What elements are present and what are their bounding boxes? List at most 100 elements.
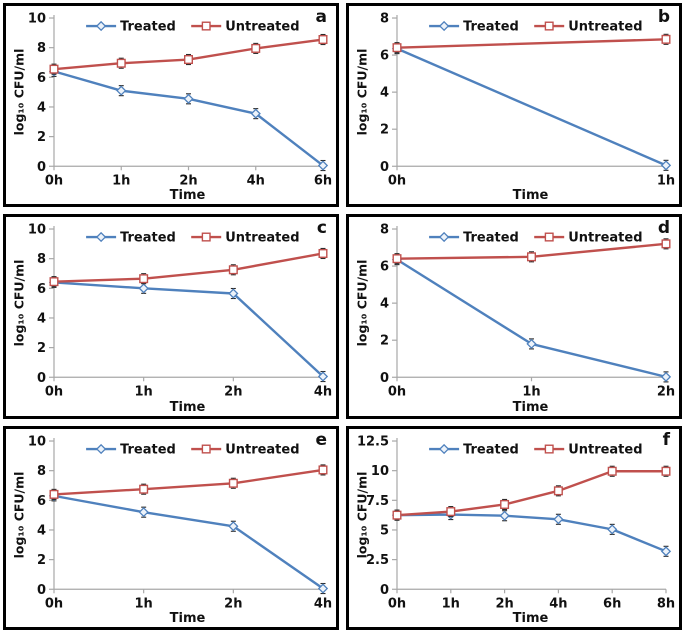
svg-text:0: 0 [380, 160, 389, 175]
svg-text:1h: 1h [112, 173, 130, 188]
chart-panel-f: 0 2.5 5 7.5 10 12.5 0h 1h 2h 4h 6h 8h Treated Untreat… [346, 425, 682, 630]
svg-text:6h: 6h [314, 173, 332, 188]
x-axis-title: Time [512, 399, 549, 415]
chart-panel-c: 0 2 4 6 8 10 0h 1h 2h 4h Treated Untreated c log₁₀ … [3, 214, 339, 419]
svg-text:6: 6 [380, 49, 389, 64]
svg-text:0: 0 [37, 160, 46, 175]
svg-text:0h: 0h [45, 173, 63, 188]
svg-text:Untreated: Untreated [568, 231, 642, 246]
svg-text:Untreated: Untreated [225, 20, 299, 35]
chart-canvas-a: 0 2 4 6 8 10 0h 1h 2h 4h 6h Treated Untreated [28, 12, 332, 189]
svg-text:10: 10 [28, 12, 46, 27]
svg-text:2: 2 [380, 334, 389, 349]
svg-text:2h: 2h [224, 385, 242, 400]
svg-text:6: 6 [380, 260, 389, 275]
panel-letter: a [315, 7, 327, 27]
svg-text:6h: 6h [603, 596, 621, 611]
x-axis-title: Time [169, 610, 206, 626]
panel-letter: f [662, 429, 670, 450]
svg-text:4h: 4h [247, 173, 265, 188]
svg-text:8: 8 [380, 12, 389, 27]
svg-text:8: 8 [380, 223, 389, 238]
svg-text:1h: 1h [442, 596, 460, 611]
chart-canvas-b: 0 2 4 6 8 0h 1h Treated Untreated [380, 12, 675, 189]
svg-text:Treated: Treated [463, 20, 519, 35]
svg-text:6: 6 [37, 493, 46, 508]
svg-text:0h: 0h [45, 385, 63, 400]
svg-text:0h: 0h [45, 596, 63, 611]
svg-text:1h: 1h [522, 385, 540, 400]
svg-text:8h: 8h [657, 596, 675, 611]
y-axis-title: log₁₀ CFU/ml [354, 471, 370, 559]
chart-panel-b: 0 2 4 6 8 0h 1h Treated Untreated b log₁₀ CFU/ml… [346, 3, 682, 208]
svg-text:2h: 2h [224, 596, 242, 611]
svg-text:Untreated: Untreated [568, 442, 642, 457]
svg-text:4h: 4h [314, 385, 332, 400]
svg-text:2: 2 [37, 553, 46, 568]
svg-text:10: 10 [28, 223, 46, 238]
svg-text:12.5: 12.5 [357, 434, 389, 449]
svg-text:2: 2 [380, 123, 389, 138]
svg-text:4: 4 [380, 86, 389, 101]
svg-text:4: 4 [37, 100, 46, 115]
svg-text:0h: 0h [388, 385, 406, 400]
svg-text:2.5: 2.5 [366, 553, 389, 568]
svg-text:1h: 1h [135, 385, 153, 400]
svg-text:Untreated: Untreated [225, 231, 299, 246]
y-axis-title: log₁₀ CFU/ml [11, 260, 27, 347]
svg-text:Treated: Treated [120, 442, 176, 457]
svg-text:7.5: 7.5 [366, 493, 389, 508]
svg-text:Untreated: Untreated [225, 442, 299, 457]
x-axis-title: Time [169, 399, 206, 415]
svg-text:2: 2 [37, 130, 46, 145]
chart-panel-d: 0 2 4 6 8 0h 1h 2h Treated Untreated d log₁₀ CFU/… [346, 214, 682, 419]
svg-text:6: 6 [37, 71, 46, 86]
svg-text:1h: 1h [657, 173, 675, 188]
svg-text:Treated: Treated [463, 231, 519, 246]
svg-text:0: 0 [37, 371, 46, 386]
svg-text:6: 6 [37, 282, 46, 297]
svg-text:10: 10 [371, 464, 389, 479]
svg-text:0: 0 [380, 371, 389, 386]
chart-canvas-c: 0 2 4 6 8 10 0h 1h 2h 4h Treated Untreated [28, 223, 332, 400]
x-axis-title: Time [512, 188, 549, 204]
svg-text:2h: 2h [495, 596, 513, 611]
chart-panel-a: 0 2 4 6 8 10 0h 1h 2h 4h 6h Treated Untreated a log₁… [3, 3, 339, 208]
y-axis-title: log₁₀ CFU/ml [11, 471, 27, 559]
svg-text:4h: 4h [314, 596, 332, 611]
chart-panel-e: 0 2 4 6 8 10 0h 1h 2h 4h Treated Untreated e log₁₀ … [3, 425, 339, 630]
svg-text:8: 8 [37, 252, 46, 267]
panel-letter: b [657, 7, 670, 27]
svg-text:8: 8 [37, 464, 46, 479]
chart-canvas-e: 0 2 4 6 8 10 0h 1h 2h 4h Treated Untreated [28, 434, 332, 611]
svg-text:0: 0 [37, 582, 46, 597]
svg-text:2h: 2h [179, 173, 197, 188]
svg-text:5: 5 [380, 523, 389, 538]
svg-text:4: 4 [37, 312, 46, 327]
svg-text:Treated: Treated [463, 442, 519, 457]
panel-letter: e [315, 429, 327, 450]
svg-text:10: 10 [28, 434, 46, 449]
chart-canvas-d: 0 2 4 6 8 0h 1h 2h Treated Untreated [380, 223, 675, 400]
x-axis-title: Time [169, 188, 206, 204]
x-axis-title: Time [512, 610, 549, 626]
svg-text:Treated: Treated [120, 20, 176, 35]
chart-canvas-f: 0 2.5 5 7.5 10 12.5 0h 1h 2h 4h 6h 8h Treated Untreat… [357, 434, 675, 611]
svg-text:Untreated: Untreated [568, 20, 642, 35]
svg-text:8: 8 [37, 41, 46, 56]
svg-text:4: 4 [37, 523, 46, 538]
svg-text:Treated: Treated [120, 231, 176, 246]
svg-text:0h: 0h [388, 596, 406, 611]
svg-text:2: 2 [37, 341, 46, 356]
panel-letter: d [657, 218, 670, 239]
svg-text:0h: 0h [388, 173, 406, 188]
y-axis-title: log₁₀ CFU/ml [354, 48, 370, 136]
y-axis-title: log₁₀ CFU/ml [354, 260, 370, 347]
svg-text:4: 4 [380, 297, 389, 312]
svg-text:4h: 4h [549, 596, 567, 611]
svg-text:2h: 2h [657, 385, 675, 400]
panel-letter: c [316, 218, 327, 239]
svg-text:0: 0 [380, 582, 389, 597]
svg-text:1h: 1h [135, 596, 153, 611]
